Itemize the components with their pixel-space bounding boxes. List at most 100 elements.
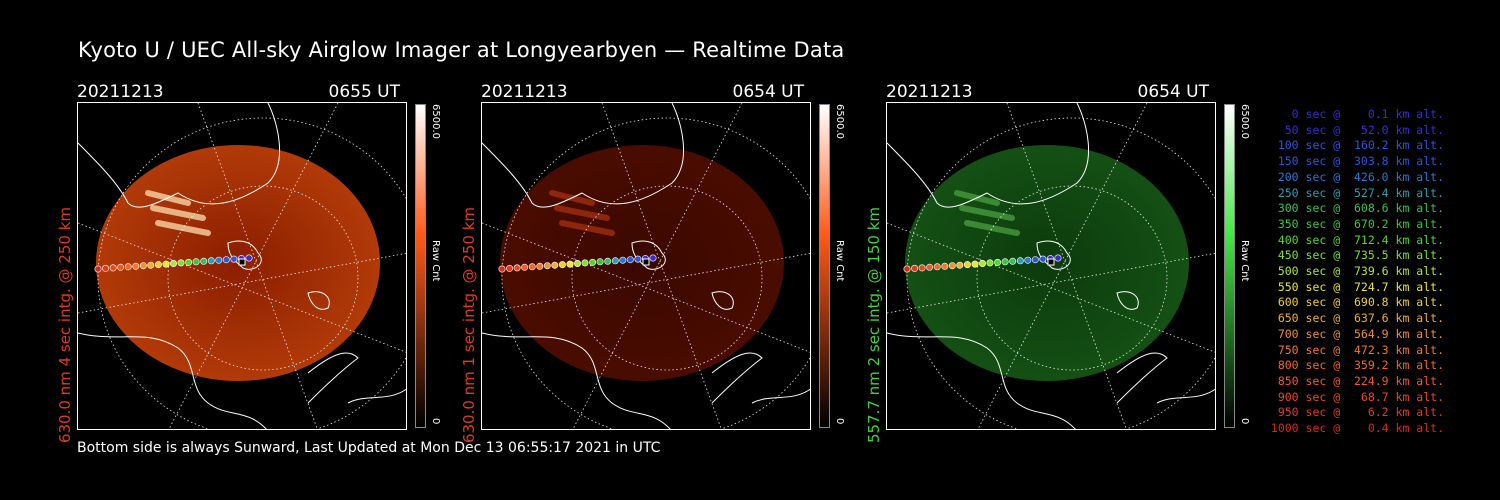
- trajectory-point: [1001, 258, 1009, 266]
- trajectory-point: [147, 261, 155, 269]
- legend-entry: 500 sec @ 739.6 km alt.: [1270, 264, 1444, 279]
- trajectory-point: [124, 263, 132, 271]
- legend-entry: 1000 sec @ 0.4 km alt.: [1270, 421, 1444, 436]
- trajectory-point: [170, 260, 178, 268]
- update-footer: Bottom side is always Sunward, Last Upda…: [77, 440, 661, 456]
- trajectory-point: [574, 260, 582, 268]
- colorbar-unit: Raw Cnt: [834, 240, 845, 282]
- trajectory-point: [986, 259, 994, 267]
- airglow-panel-2: 20211213 0654 UT 630.0 nm 1 sec intg. @ …: [460, 80, 881, 443]
- legend-entry: 250 sec @ 527.4 km alt.: [1270, 185, 1444, 200]
- axis-label-text: 630.0 nm 1 sec intg. @ 250 km: [460, 206, 478, 444]
- panel-time: 0654 UT: [1137, 82, 1210, 102]
- trajectory-point: [177, 259, 185, 267]
- trajectory-point: [200, 257, 208, 265]
- colorbar-min: 0: [430, 418, 441, 425]
- aurora-streak: [554, 205, 610, 221]
- axis-label-text: 557.7 nm 2 sec intg. @ 150 km: [865, 206, 883, 444]
- map-grid: [78, 103, 406, 429]
- colorbar: [1224, 104, 1235, 428]
- aurora-streak: [964, 220, 1020, 236]
- trajectory-point: [941, 262, 949, 270]
- airglow-panel-1: 20211213 0655 UT 630.0 nm 4 sec intg. @ …: [56, 80, 477, 443]
- legend-entry: 600 sec @ 690.8 km alt.: [1270, 295, 1444, 310]
- legend-entry: 650 sec @ 637.6 km alt.: [1270, 311, 1444, 326]
- trajectory-point: [117, 263, 125, 271]
- trajectory-point: [1016, 257, 1024, 265]
- trajectory-point: [536, 262, 544, 270]
- station-marker: [238, 258, 246, 266]
- colorbar: [819, 104, 830, 428]
- trajectory-point: [245, 254, 253, 262]
- trajectory-point: [979, 260, 987, 268]
- trajectory-point: [626, 256, 634, 264]
- trajectory-point: [956, 261, 964, 269]
- trajectory-point: [109, 264, 117, 272]
- legend-entry: 700 sec @ 564.9 km alt.: [1270, 326, 1444, 341]
- aurora-streak: [150, 205, 206, 221]
- legend-entry: 200 sec @ 426.0 km alt.: [1270, 169, 1444, 184]
- trajectory-point: [192, 258, 200, 266]
- trajectory-point: [1054, 254, 1062, 262]
- trajectory-point: [222, 256, 230, 264]
- sky-map: [78, 103, 406, 429]
- trajectory-point: [132, 262, 140, 270]
- trajectory-point: [911, 264, 919, 272]
- colorbar-unit: Raw Cnt: [430, 240, 441, 282]
- trajectory-point: [1024, 256, 1032, 264]
- trajectory-point: [513, 264, 521, 272]
- panel-date: 20211213: [886, 82, 973, 102]
- legend-entry: 800 sec @ 359.2 km alt.: [1270, 358, 1444, 373]
- sky-map: [887, 103, 1215, 429]
- trajectory-point: [215, 256, 223, 264]
- legend-entry: 850 sec @ 224.9 km alt.: [1270, 373, 1444, 388]
- trajectory-point: [948, 262, 956, 270]
- colorbar-max: 6500.0: [834, 104, 845, 139]
- legend-entry: 150 sec @ 303.8 km alt.: [1270, 154, 1444, 169]
- legend-entry: 900 sec @ 68.7 km alt.: [1270, 389, 1444, 404]
- trajectory-point: [1009, 257, 1017, 265]
- trajectory-point: [551, 261, 559, 269]
- all-sky-image: [481, 102, 811, 430]
- trajectory-point: [926, 263, 934, 271]
- colorbar-max: 6500.0: [1239, 104, 1250, 139]
- trajectory-point: [589, 258, 597, 266]
- map-grid: [482, 103, 810, 429]
- legend-entry: 950 sec @ 6.2 km alt.: [1270, 405, 1444, 420]
- panel-time: 0654 UT: [732, 82, 805, 102]
- aurora-streak: [959, 205, 1015, 221]
- panel-axis-label: 630.0 nm 1 sec intg. @ 250 km: [460, 180, 478, 470]
- trajectory-point: [506, 264, 514, 272]
- legend-entry: 400 sec @ 712.4 km alt.: [1270, 232, 1444, 247]
- trajectory-point: [521, 263, 529, 271]
- airglow-panel-3: 20211213 0654 UT 557.7 nm 2 sec intg. @ …: [865, 80, 1286, 443]
- trajectory-point: [1031, 256, 1039, 264]
- trajectory-point: [596, 258, 604, 266]
- station-marker: [642, 258, 650, 266]
- trajectory-point: [207, 257, 215, 265]
- trajectory-point: [933, 263, 941, 271]
- legend-entry: 750 sec @ 472.3 km alt.: [1270, 342, 1444, 357]
- legend-entry: 550 sec @ 724.7 km alt.: [1270, 279, 1444, 294]
- trajectory-point: [1039, 255, 1047, 263]
- aurora-streak: [559, 220, 615, 236]
- trajectory-point: [543, 262, 551, 270]
- trajectory-legend: 0 sec @ 0.1 km alt. 50 sec @ 52.0 km alt…: [1262, 107, 1444, 437]
- trajectory-point: [185, 258, 193, 266]
- coastline: [482, 103, 810, 429]
- panel-axis-label: 557.7 nm 2 sec intg. @ 150 km: [865, 180, 883, 470]
- trajectory-point: [918, 264, 926, 272]
- station-marker: [1047, 258, 1055, 266]
- trajectory-point: [963, 261, 971, 269]
- colorbar-max: 6500.0: [430, 104, 441, 139]
- trajectory-point: [162, 260, 170, 268]
- trajectory-point: [634, 255, 642, 263]
- legend-entry: 300 sec @ 608.6 km alt.: [1270, 201, 1444, 216]
- sky-map: [482, 103, 810, 429]
- trajectory-point: [649, 254, 657, 262]
- coastline: [78, 103, 406, 429]
- panel-date: 20211213: [77, 82, 164, 102]
- panel-time: 0655 UT: [328, 82, 401, 102]
- colorbar-unit: Raw Cnt: [1239, 240, 1250, 282]
- trajectory-point: [994, 258, 1002, 266]
